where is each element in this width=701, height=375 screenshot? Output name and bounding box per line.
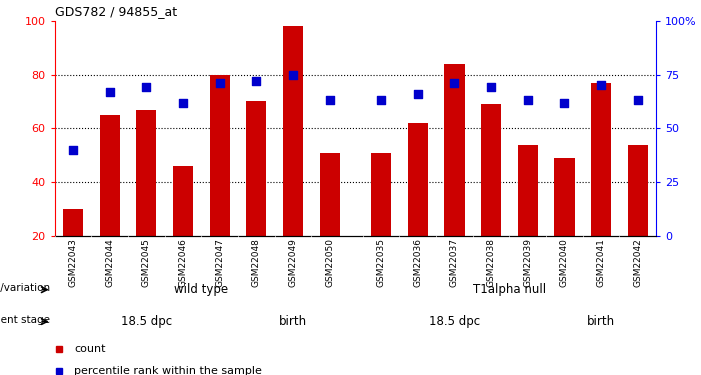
Bar [481,104,501,236]
Bar [283,26,303,236]
Bar [100,115,120,236]
Point [251,78,262,84]
Point [376,98,387,104]
Text: GSM22045: GSM22045 [142,238,151,287]
Point [522,98,533,104]
Text: GSM22040: GSM22040 [560,238,569,287]
Point [287,72,299,78]
Text: wild type: wild type [175,283,229,296]
Bar [320,153,340,236]
Point [412,91,423,97]
Bar [408,123,428,236]
Text: GSM22048: GSM22048 [252,238,261,287]
Point [177,100,189,106]
Bar [63,209,83,236]
Point [632,98,644,104]
Text: 18.5 dpc: 18.5 dpc [121,315,172,328]
Text: GSM22047: GSM22047 [215,238,224,287]
Point [214,80,225,86]
Text: GSM22037: GSM22037 [450,238,459,287]
Text: GDS782 / 94855_at: GDS782 / 94855_at [55,5,177,18]
Text: GSM22038: GSM22038 [486,238,496,287]
Bar [210,75,230,236]
Bar [518,145,538,236]
Text: birth: birth [279,315,307,328]
Bar [554,158,575,236]
Point [596,82,607,88]
Text: birth: birth [587,315,615,328]
Text: GSM22035: GSM22035 [376,238,386,287]
Text: GSM22044: GSM22044 [105,238,114,287]
Text: GSM22043: GSM22043 [69,238,78,287]
Bar [136,110,156,236]
Text: percentile rank within the sample: percentile rank within the sample [74,366,262,375]
Point [104,89,115,95]
Text: genotype/variation: genotype/variation [0,283,50,293]
Text: GSM22036: GSM22036 [414,238,422,287]
Point [559,100,570,106]
Point [486,84,497,90]
Point [67,147,79,153]
Text: GSM22039: GSM22039 [523,238,532,287]
Text: GSM22049: GSM22049 [289,238,297,287]
Text: GSM22046: GSM22046 [179,238,188,287]
Text: GSM22041: GSM22041 [597,238,606,287]
Text: development stage: development stage [0,315,50,325]
Bar [173,166,193,236]
Bar [627,145,648,236]
Point [449,80,460,86]
Bar [246,102,266,236]
Point [324,98,335,104]
Point [141,84,152,90]
Text: count: count [74,344,105,354]
Text: GSM22050: GSM22050 [325,238,334,287]
Bar [591,82,611,236]
Bar [444,64,465,236]
Text: GSM22042: GSM22042 [633,238,642,287]
Text: 18.5 dpc: 18.5 dpc [429,315,480,328]
Text: T1alpha null: T1alpha null [473,283,546,296]
Bar [371,153,391,236]
